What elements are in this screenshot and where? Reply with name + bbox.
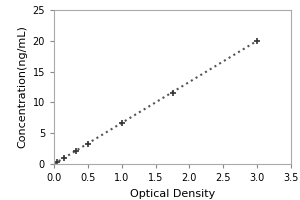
X-axis label: Optical Density: Optical Density (130, 189, 215, 199)
Y-axis label: Concentration(ng/mL): Concentration(ng/mL) (17, 26, 27, 148)
